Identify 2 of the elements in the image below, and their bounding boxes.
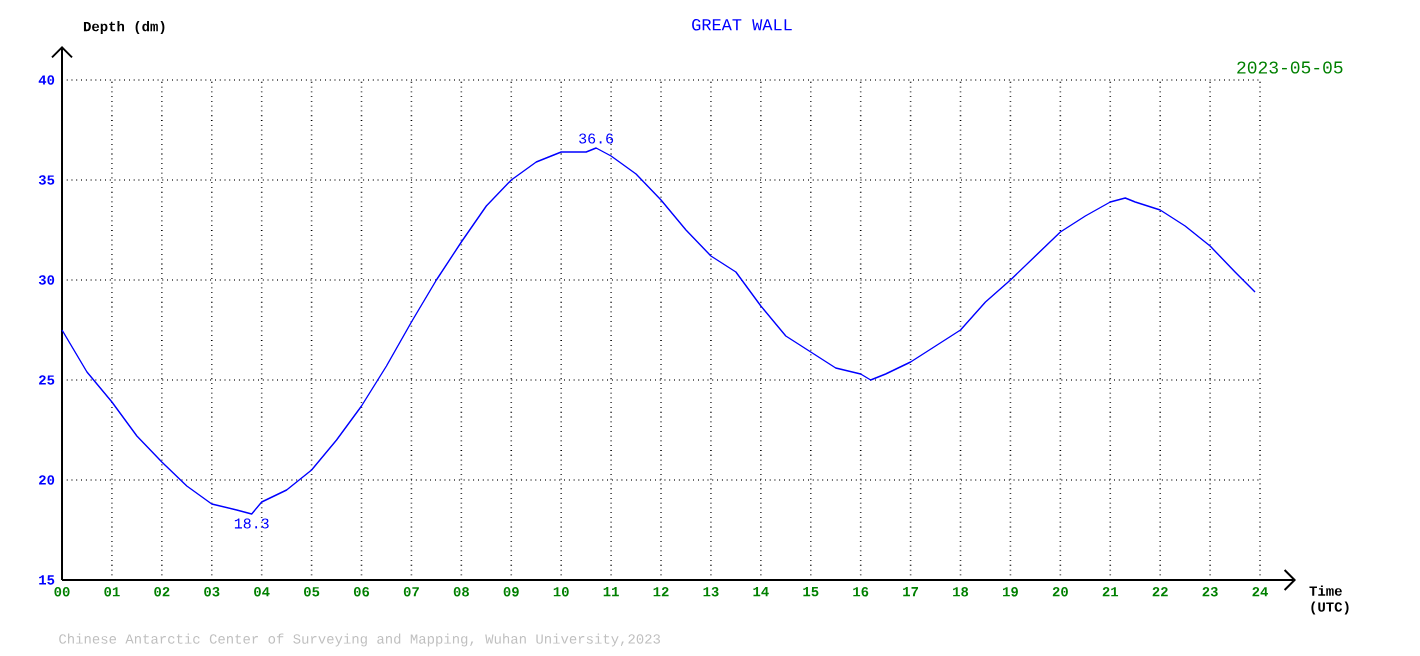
- text: 2023-05-05: [1237, 61, 1343, 74]
- chart-title: GREAT WALL: [692, 19, 792, 31]
